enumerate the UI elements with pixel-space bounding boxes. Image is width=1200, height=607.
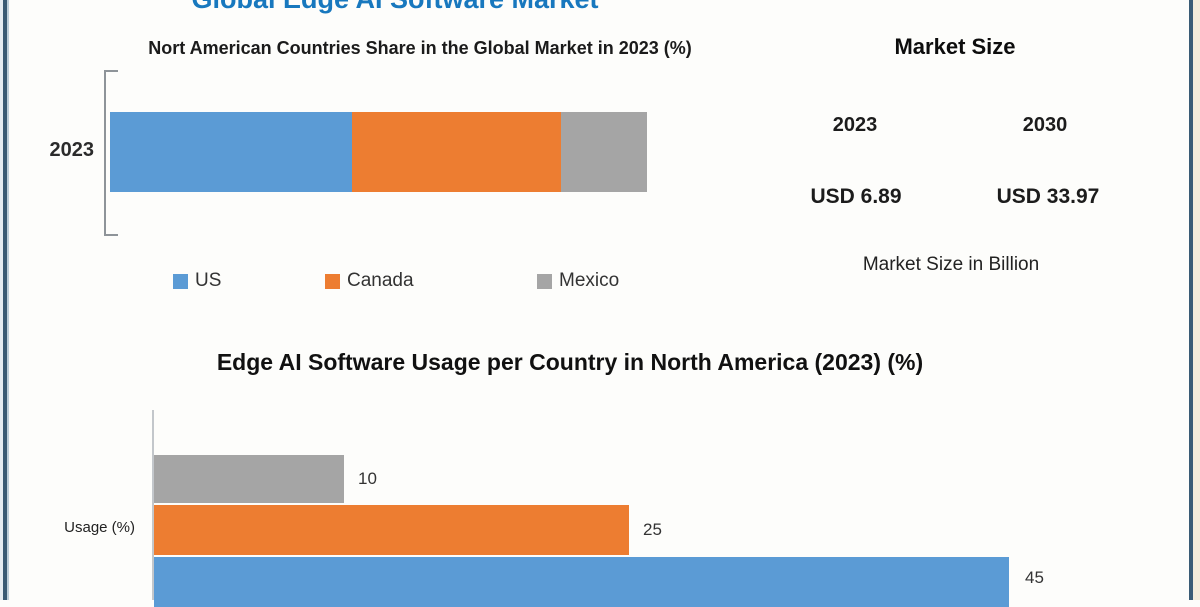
market-size-year-2023: 2023 xyxy=(832,114,878,136)
market-size-year-2030: 2030 xyxy=(1022,114,1068,136)
usage-value-mexico: 10 xyxy=(358,469,377,488)
frame-left-highlight xyxy=(0,0,3,600)
frame-left-border xyxy=(3,0,7,600)
frame-right-border xyxy=(1189,0,1193,600)
share-chart-category-label: 2023 xyxy=(49,139,95,161)
market-size-note: Market Size in Billion xyxy=(862,254,1040,275)
market-size-value-2030: USD 33.97 xyxy=(996,185,1100,208)
share-chart-axis-line xyxy=(104,70,106,236)
legend-label-us: US xyxy=(195,270,222,291)
canada-legend-swatch-icon xyxy=(325,273,340,289)
share-segment-canada xyxy=(351,112,562,192)
share-chart-title: Nort American Countries Share in the Glo… xyxy=(148,38,692,58)
usage-chart-axis-line xyxy=(152,410,154,600)
share-stacked-bar xyxy=(110,112,648,192)
market-size-title: Market Size xyxy=(894,34,1016,59)
frame-right-margin xyxy=(1193,0,1200,600)
share-segment-mexico xyxy=(561,112,648,192)
legend-label-canada: Canada xyxy=(347,270,414,291)
share-segment-us xyxy=(110,112,352,192)
usage-chart-title: Edge AI Software Usage per Country in No… xyxy=(216,349,924,375)
main-title: Global Edge AI Software Market xyxy=(95,0,695,15)
mexico-legend-swatch-icon xyxy=(537,273,552,289)
share-chart-axis-tick-top xyxy=(104,70,118,72)
legend-label-mexico: Mexico xyxy=(559,270,620,291)
market-size-value-2023: USD 6.89 xyxy=(810,185,902,208)
usage-bar-us xyxy=(154,557,1009,607)
usage-bar-mexico xyxy=(154,455,344,503)
share-chart-axis-tick-bottom xyxy=(104,234,118,236)
us-legend-swatch-icon xyxy=(173,273,188,289)
usage-value-us: 45 xyxy=(1025,568,1044,587)
usage-bar-canada xyxy=(154,505,629,555)
legend-item-mexico: Mexico xyxy=(537,270,619,292)
frame-left-shade xyxy=(7,0,9,600)
legend-item-us: US xyxy=(173,270,221,292)
usage-axis-label: Usage (%) xyxy=(64,519,135,536)
usage-value-canada: 25 xyxy=(643,520,662,539)
legend-item-canada: Canada xyxy=(325,270,414,292)
